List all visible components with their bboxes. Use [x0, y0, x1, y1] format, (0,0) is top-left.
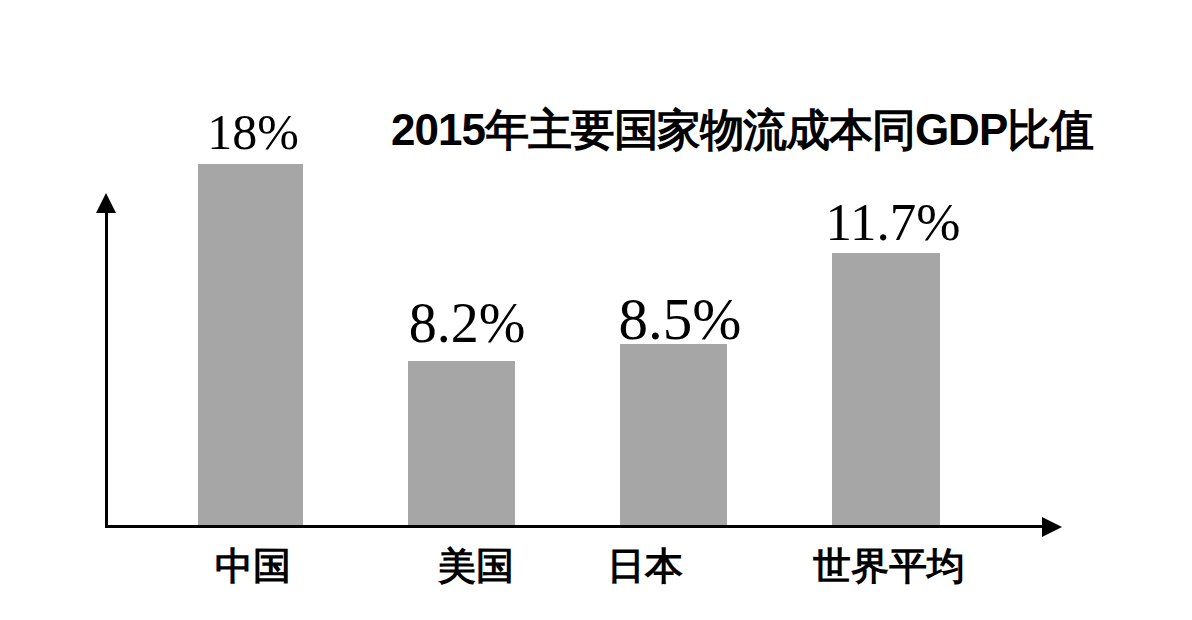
bar-china: [198, 164, 303, 527]
bar-usa: [408, 361, 515, 527]
category-label-japan: 日本: [525, 541, 765, 592]
bar-japan: [620, 344, 727, 527]
value-label-usa: 8.2%: [357, 295, 577, 351]
bar-world-average: [832, 253, 940, 527]
value-label-japan: 8.5%: [570, 290, 790, 349]
y-axis: [105, 207, 108, 527]
y-axis-arrow-icon: [96, 193, 116, 213]
chart-title: 2015年主要国家物流成本同GDP比值: [391, 106, 1093, 154]
x-axis-arrow-icon: [1042, 517, 1062, 537]
category-label-china: 中国: [133, 541, 373, 592]
value-label-china: 18%: [143, 107, 363, 157]
bar-chart: 2015年主要国家物流成本同GDP比值 18% 8.2% 8.5% 11.7% …: [0, 0, 1192, 620]
value-label-world-average: 11.7%: [783, 196, 1003, 249]
x-axis: [105, 525, 1046, 528]
category-label-world-average: 世界平均: [769, 541, 1009, 592]
